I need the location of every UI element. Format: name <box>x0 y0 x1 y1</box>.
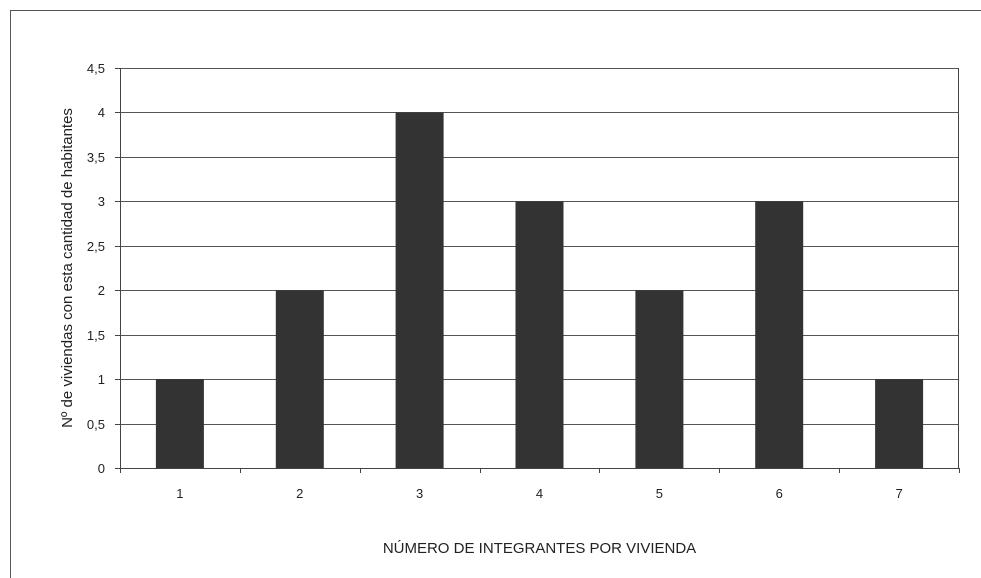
bar <box>875 379 924 468</box>
x-tick-label: 5 <box>656 486 663 501</box>
bars <box>155 112 924 469</box>
y-axis-title: Nº de viviendas con esta cantidad de hab… <box>59 108 76 428</box>
bar <box>635 290 684 468</box>
y-tick-label: 2 <box>98 283 105 298</box>
bar <box>155 379 204 468</box>
x-tick-label: 4 <box>536 486 543 501</box>
y-tick-label: 0,5 <box>87 417 105 432</box>
y-tick-label: 4,5 <box>87 61 105 76</box>
x-tick-label: 7 <box>895 486 902 501</box>
y-tick-label: 3,5 <box>87 150 105 165</box>
y-tick-label: 2,5 <box>87 239 105 254</box>
y-tick-label: 1 <box>98 372 105 387</box>
chart-frame <box>10 10 981 578</box>
bar <box>515 201 564 469</box>
x-axis-title: NÚMERO DE INTEGRANTES POR VIVIENDA <box>383 540 696 557</box>
y-tick-label: 0 <box>98 461 105 476</box>
x-tick-label: 6 <box>776 486 783 501</box>
bar <box>275 290 324 468</box>
y-tick-labels: 0 0,5 1 1,5 2 2,5 3 3,5 4 4,5 <box>87 61 105 476</box>
x-tick-label: 3 <box>416 486 423 501</box>
x-tick-labels: 1 2 3 4 5 6 7 <box>120 468 960 501</box>
y-tick-label: 3 <box>98 194 105 209</box>
y-tick-label: 4 <box>98 105 105 120</box>
x-tick-label: 1 <box>176 486 183 501</box>
y-tick-label: 1,5 <box>87 328 105 343</box>
bar <box>755 201 804 469</box>
bar <box>395 112 444 469</box>
x-tick-label: 2 <box>296 486 303 501</box>
axes <box>120 68 959 469</box>
